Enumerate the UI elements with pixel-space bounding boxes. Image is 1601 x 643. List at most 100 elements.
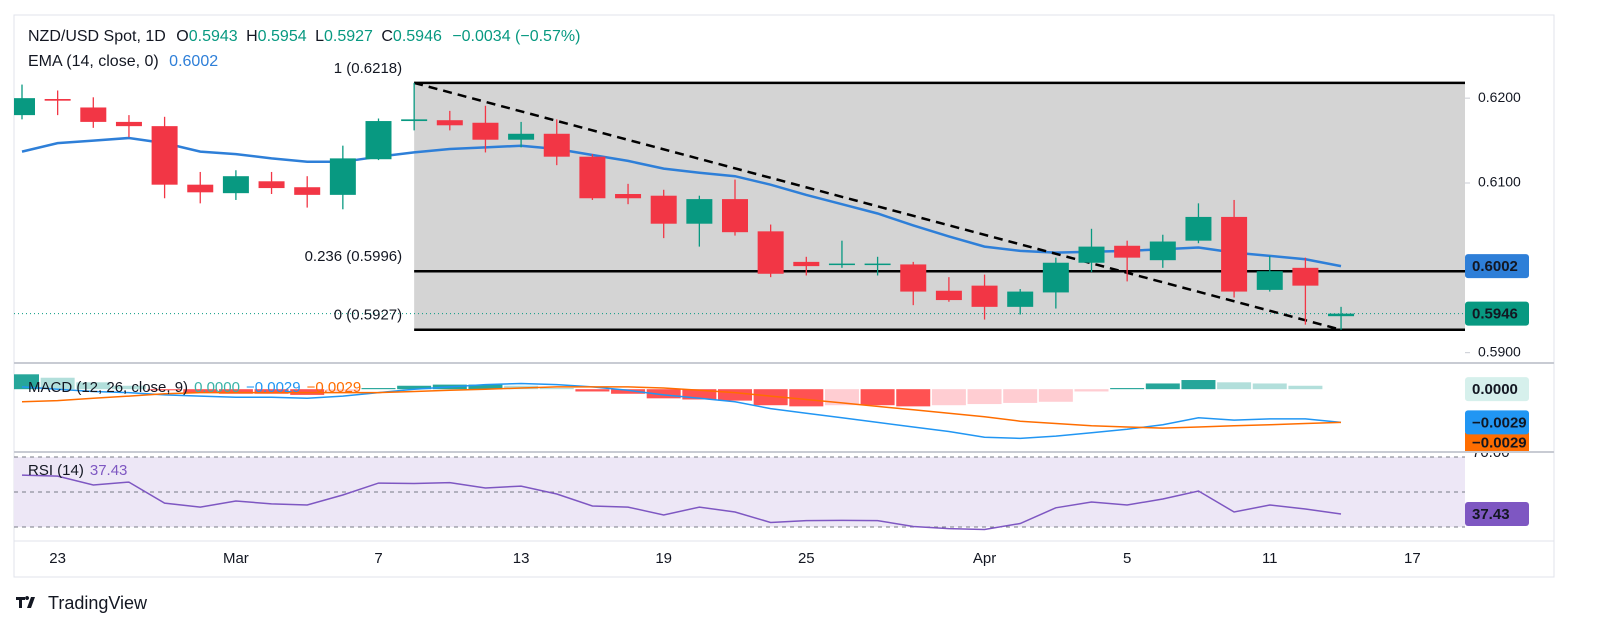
- candle-body: [686, 199, 713, 224]
- macd-histogram-bar: [14, 374, 39, 390]
- macd-histogram-bar: [361, 388, 396, 390]
- macd-histogram-bar: [254, 389, 289, 394]
- x-tick-label: 11: [1262, 550, 1278, 567]
- macd-hist-label-text: 0.0000: [1472, 381, 1518, 398]
- macd-histogram-bar: [860, 389, 895, 406]
- macd-histogram-bar: [575, 389, 610, 392]
- candle-body: [722, 199, 748, 233]
- ema-label-box: [1465, 254, 1529, 279]
- overlay: 0.6200 0.6100 0.5900 1 (0.6218) 0.236 (0.599…: [49, 60, 1529, 567]
- macd-signal-label-box: [1465, 430, 1529, 451]
- x-tick-label: Mar: [223, 550, 249, 567]
- macd-histogram-bar: [1003, 389, 1038, 403]
- candle-body: [1042, 262, 1069, 293]
- candle-body: [436, 120, 463, 126]
- rsi-legend: RSI (14) 37.43: [28, 462, 127, 479]
- fib-label: 0 (0.5927): [334, 307, 402, 324]
- macd-histogram-bar: [468, 384, 503, 390]
- candle-body: [115, 121, 142, 127]
- macd-line-label-box: [1465, 410, 1529, 435]
- signal-line: [21, 386, 1342, 429]
- x-tick-label: 17: [1404, 550, 1421, 567]
- macd-histogram-bar: [147, 389, 182, 391]
- candle-body: [258, 181, 285, 189]
- candle-body: [971, 285, 998, 307]
- macd-histogram-bar: [1288, 385, 1323, 390]
- macd-histogram-bar: [824, 389, 859, 406]
- candle-body: [650, 195, 677, 224]
- macd-histogram-bar: [967, 389, 1002, 405]
- logo: TradingView: [16, 593, 148, 613]
- candle-body: [828, 263, 855, 266]
- ohlc-label: L: [315, 28, 324, 45]
- candle-body: [401, 119, 428, 122]
- fib-label: 0.236 (0.5996): [305, 248, 403, 265]
- candle-body: [222, 176, 249, 194]
- macd-histogram-bar: [931, 389, 966, 406]
- candle-body: [187, 184, 214, 193]
- macd-signal-label-text: −0.0029: [1472, 434, 1527, 451]
- close-label-text: 0.5946: [1472, 306, 1518, 323]
- ohlc-value: 0.5946: [393, 28, 442, 45]
- candle-body: [1292, 267, 1319, 286]
- macd-histogram-bar: [183, 389, 218, 393]
- candle-body: [1221, 216, 1248, 292]
- macd-histogram-bar: [682, 389, 717, 400]
- ema-name: EMA (14, close, 0): [28, 53, 159, 70]
- macd-pane: MACD (12, 26, close, 9) 0.0000 −0.0029 −0.0…: [14, 374, 1529, 451]
- x-tick-label: 5: [1123, 550, 1131, 567]
- y-tick-label: 0.6200: [1478, 89, 1521, 105]
- candle-body: [900, 264, 927, 292]
- candle-body: [151, 126, 178, 185]
- candle-body: [44, 98, 71, 101]
- ohlc-value: 0.5927: [324, 28, 373, 45]
- candle-body: [80, 107, 107, 122]
- ohlc-label: O: [176, 28, 188, 45]
- macd-histogram-bar: [753, 389, 788, 406]
- candle-body: [14, 98, 35, 116]
- x-tick-label: 13: [513, 550, 530, 567]
- fib-label: 1 (0.6218): [334, 60, 402, 77]
- macd-value: −0.0029: [246, 379, 301, 396]
- candle-body: [1185, 216, 1212, 241]
- candle-body: [864, 263, 891, 266]
- x-tick-label: 19: [655, 550, 672, 567]
- macd-histogram-bar: [646, 389, 681, 399]
- brand: TradingView: [48, 593, 148, 613]
- candle-body: [793, 261, 820, 267]
- candle-body: [1328, 313, 1355, 317]
- ohlc-value: 0.5943: [189, 28, 238, 45]
- candle-body: [1007, 291, 1034, 307]
- fib-zone: [414, 82, 1465, 330]
- macd-histogram-bar: [789, 389, 824, 407]
- rsi-name: RSI (14): [28, 462, 84, 479]
- macd-histogram-bar: [397, 385, 432, 390]
- symbol: NZD/USD Spot, 1D: [28, 28, 166, 45]
- macd-hist-value: 0.0000: [194, 379, 240, 396]
- macd-line-label-text: −0.0029: [1472, 414, 1527, 431]
- logo-mark: [16, 596, 35, 608]
- macd-histogram-bar: [218, 389, 253, 394]
- x-tick-label: Apr: [973, 550, 996, 567]
- rsi-value: 37.43: [90, 462, 128, 479]
- trendline: [413, 81, 1342, 331]
- candle-body: [508, 133, 535, 140]
- macd-histogram-bar: [1252, 383, 1287, 390]
- macd-histogram-bar: [40, 377, 75, 390]
- y-tick-label: 0.6100: [1478, 174, 1521, 190]
- macd-histogram-bar: [1181, 380, 1216, 390]
- candle-body: [365, 121, 392, 160]
- candle-body: [1256, 271, 1283, 290]
- change: −0.0034 (−0.57%): [452, 28, 580, 45]
- macd-line: [21, 382, 1342, 440]
- candle-body: [615, 194, 642, 199]
- candle-body: [472, 122, 499, 140]
- macd-signal-value: −0.0029: [307, 379, 362, 396]
- candle-body: [1149, 241, 1176, 261]
- macd-hist-label-box: [1465, 377, 1529, 402]
- macd-histogram-bar: [1038, 389, 1073, 402]
- x-tick-label: 25: [798, 550, 815, 567]
- x-tick-label: 7: [374, 550, 382, 567]
- candle-body: [1078, 246, 1105, 263]
